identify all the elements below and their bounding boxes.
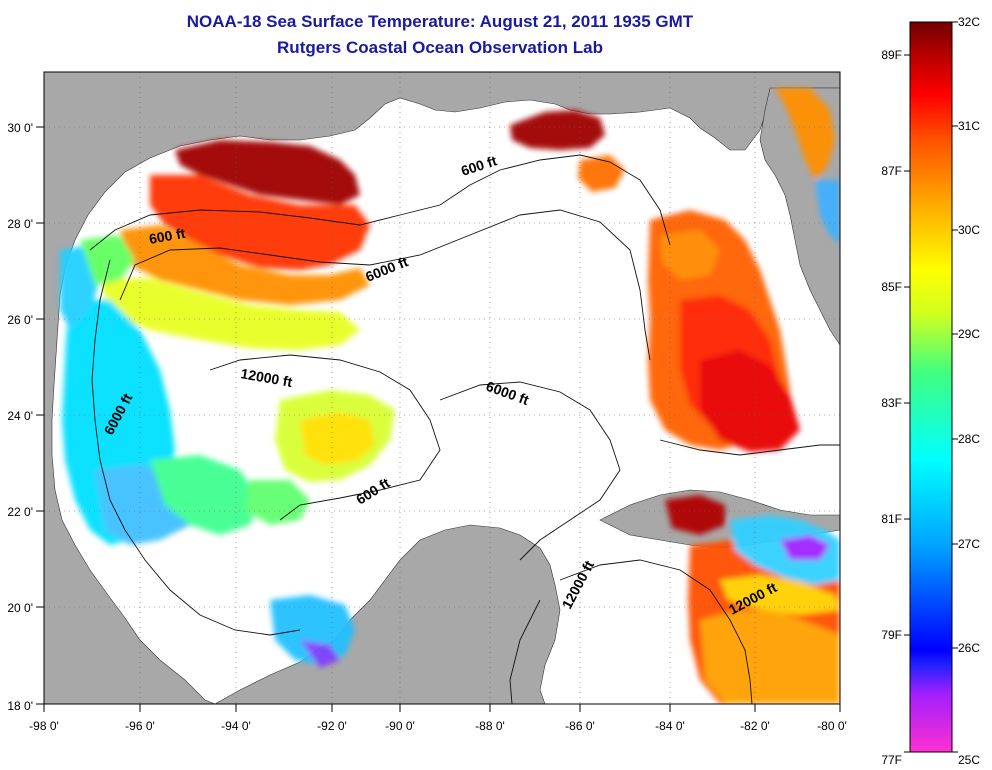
lon-tick: -82 0' [740, 719, 770, 733]
lon-tick: -80 0' [817, 719, 847, 733]
colorbar-c-label: 31C [958, 119, 980, 133]
lat-tick: 28 0' [7, 217, 33, 231]
colorbar-gradient [909, 21, 953, 753]
lat-tick: 30 0' [7, 121, 33, 135]
colorbar-c-label: 26C [958, 641, 980, 655]
lon-tick: -88 0' [475, 719, 505, 733]
colorbar-c-label: 28C [958, 432, 980, 446]
colorbar-c-label: 30C [958, 223, 980, 237]
colorbar-f-label: 81F [881, 512, 902, 526]
lat-tick: 22 0' [7, 505, 33, 519]
lon-tick: -90 0' [385, 719, 415, 733]
lat-tick: 18 0' [7, 699, 33, 713]
colorbar-f-label: 85F [881, 280, 902, 294]
land-north-west [44, 72, 840, 704]
bathymetry-contours [89, 154, 840, 704]
contour-label: 600 ft [148, 225, 187, 247]
lat-tick: 24 0' [7, 409, 33, 423]
lat-tick: 20 0' [7, 601, 33, 615]
colorbar-c-label: 29C [958, 327, 980, 341]
longitude-labels: -98 0' -96 0' -94 0' -92 0' -90 0' -88 0… [29, 719, 847, 733]
colorbar-f-label: 77F [881, 753, 902, 767]
colorbar-f-label: 79F [881, 628, 902, 642]
colorbar-f-label: 89F [881, 48, 902, 62]
lon-tick: -96 0' [125, 719, 155, 733]
lat-tick: 26 0' [7, 313, 33, 327]
map-frame [43, 71, 841, 705]
sst-data [60, 88, 840, 704]
colorbar-f-label: 87F [881, 164, 902, 178]
frame-ticks [36, 126, 841, 712]
lon-tick: -94 0' [221, 719, 251, 733]
colorbar-c-label: 27C [958, 537, 980, 551]
colorbar: 32C 31C 30C 29C 28C 27C 26C 25C 89F 87F … [881, 15, 980, 767]
lon-tick: -98 0' [29, 719, 59, 733]
lon-tick: -84 0' [655, 719, 685, 733]
map-subtitle: Rutgers Coastal Ocean Observation Lab [277, 38, 603, 57]
lon-tick: -86 0' [565, 719, 595, 733]
latitude-labels: 18 0' 20 0' 22 0' 24 0' 26 0' 28 0' 30 0… [7, 121, 33, 713]
colorbar-c-label: 32C [958, 15, 980, 29]
lat-lon-grid [44, 72, 840, 704]
colorbar-f-label: 83F [881, 396, 902, 410]
map-title: NOAA-18 Sea Surface Temperature: August … [186, 12, 694, 31]
colorbar-c-label: 25C [958, 753, 980, 767]
lon-tick: -92 0' [317, 719, 347, 733]
